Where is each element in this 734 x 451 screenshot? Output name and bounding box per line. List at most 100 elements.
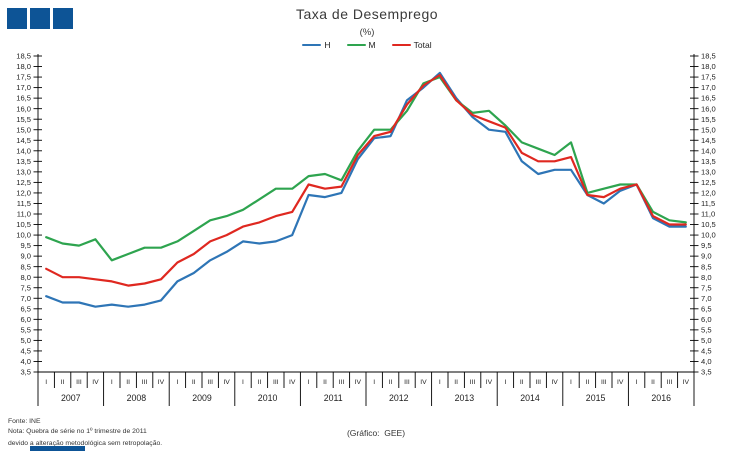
svg-text:III: III — [535, 379, 541, 386]
svg-text:II: II — [651, 379, 655, 386]
svg-text:6,5: 6,5 — [20, 304, 31, 313]
svg-text:2012: 2012 — [389, 393, 409, 403]
svg-text:III: III — [339, 379, 345, 386]
logo-square — [30, 8, 50, 29]
legend-item-H: H — [302, 40, 331, 50]
svg-text:III: III — [601, 379, 607, 386]
svg-text:10,5: 10,5 — [701, 220, 716, 229]
svg-text:10,5: 10,5 — [16, 220, 31, 229]
svg-text:8,5: 8,5 — [20, 262, 31, 271]
logo-square — [53, 8, 73, 29]
svg-text:5,5: 5,5 — [701, 325, 712, 334]
svg-text:11,5: 11,5 — [17, 199, 31, 208]
svg-text:16,0: 16,0 — [701, 104, 716, 113]
svg-text:IV: IV — [617, 379, 624, 386]
svg-text:10,0: 10,0 — [16, 231, 31, 240]
legend-item-M: M — [346, 40, 376, 50]
svg-text:IV: IV — [223, 379, 230, 386]
svg-text:IV: IV — [486, 379, 493, 386]
svg-text:III: III — [76, 379, 82, 386]
svg-text:7,0: 7,0 — [20, 294, 31, 303]
svg-text:9,5: 9,5 — [701, 241, 712, 250]
svg-text:II: II — [258, 379, 262, 386]
svg-text:IV: IV — [420, 379, 427, 386]
svg-text:5,0: 5,0 — [20, 336, 31, 345]
svg-text:I: I — [636, 379, 638, 386]
svg-text:III: III — [667, 379, 673, 386]
svg-text:2008: 2008 — [127, 393, 147, 403]
svg-text:3,5: 3,5 — [20, 368, 31, 377]
svg-text:15,5: 15,5 — [701, 115, 716, 124]
svg-text:5,5: 5,5 — [20, 325, 31, 334]
svg-text:IV: IV — [92, 379, 99, 386]
svg-text:II: II — [520, 379, 524, 386]
svg-text:I: I — [242, 379, 244, 386]
svg-text:8,0: 8,0 — [20, 273, 31, 282]
svg-text:I: I — [504, 379, 506, 386]
legend-swatch-H — [302, 43, 322, 47]
legend-item-Total: Total — [391, 40, 432, 50]
svg-text:6,0: 6,0 — [701, 315, 712, 324]
svg-text:I: I — [308, 379, 310, 386]
logo — [7, 8, 73, 29]
svg-text:9,0: 9,0 — [701, 252, 712, 261]
series-line-H — [45, 71, 687, 308]
svg-text:13,0: 13,0 — [701, 167, 716, 176]
svg-text:III: III — [273, 379, 279, 386]
svg-text:2009: 2009 — [192, 393, 212, 403]
svg-text:13,5: 13,5 — [16, 157, 31, 166]
svg-text:8,0: 8,0 — [701, 273, 712, 282]
svg-text:16,5: 16,5 — [701, 94, 716, 103]
svg-text:III: III — [142, 379, 148, 386]
svg-text:I: I — [111, 379, 113, 386]
svg-text:18,5: 18,5 — [16, 52, 31, 61]
svg-text:I: I — [176, 379, 178, 386]
svg-text:12,5: 12,5 — [16, 178, 31, 187]
svg-text:14,0: 14,0 — [701, 146, 716, 155]
x-axis-labels: I II III IV I II III IV I II III IV I II III IV I II III IV… — [37, 372, 695, 406]
svg-text:2015: 2015 — [586, 393, 606, 403]
svg-text:2013: 2013 — [455, 393, 475, 403]
svg-text:IV: IV — [158, 379, 165, 386]
svg-text:17,5: 17,5 — [701, 73, 716, 82]
svg-text:11,0: 11,0 — [17, 210, 31, 219]
svg-text:2010: 2010 — [258, 393, 278, 403]
svg-text:4,0: 4,0 — [701, 357, 712, 366]
svg-text:I: I — [570, 379, 572, 386]
svg-text:13,5: 13,5 — [701, 157, 716, 166]
svg-text:III: III — [470, 379, 476, 386]
svg-text:II: II — [389, 379, 393, 386]
svg-text:15,5: 15,5 — [16, 115, 31, 124]
svg-text:18,0: 18,0 — [701, 62, 716, 71]
svg-text:15,0: 15,0 — [701, 125, 716, 134]
source-note: Fonte: INE — [8, 418, 41, 425]
svg-text:7,5: 7,5 — [701, 283, 712, 292]
svg-text:IV: IV — [551, 379, 558, 386]
break-note-line2: devido a alteração metodológica sem retr… — [8, 439, 163, 447]
chart-subtitle: (%) — [359, 27, 375, 38]
svg-text:6,5: 6,5 — [701, 304, 712, 313]
svg-text:17,0: 17,0 — [701, 83, 716, 92]
series-line-Total — [45, 73, 687, 287]
svg-text:18,0: 18,0 — [16, 62, 31, 71]
svg-text:III: III — [207, 379, 213, 386]
svg-text:2016: 2016 — [651, 393, 671, 403]
svg-text:II: II — [586, 379, 590, 386]
svg-text:9,0: 9,0 — [20, 252, 31, 261]
series-line-M — [45, 75, 687, 262]
svg-text:3,5: 3,5 — [701, 368, 712, 377]
svg-text:IV: IV — [289, 379, 296, 386]
legend-label: H — [324, 40, 331, 50]
svg-text:4,0: 4,0 — [20, 357, 31, 366]
svg-text:6,0: 6,0 — [20, 315, 31, 324]
chart-legend: H M Total — [0, 40, 734, 50]
legend-label: M — [368, 40, 376, 50]
legend-swatch-M — [346, 43, 366, 47]
svg-text:12,0: 12,0 — [701, 189, 716, 198]
svg-text:IV: IV — [355, 379, 362, 386]
svg-text:7,0: 7,0 — [701, 294, 712, 303]
svg-text:14,0: 14,0 — [16, 146, 31, 155]
footer-blue-bar — [30, 446, 85, 451]
svg-text:5,0: 5,0 — [701, 336, 712, 345]
